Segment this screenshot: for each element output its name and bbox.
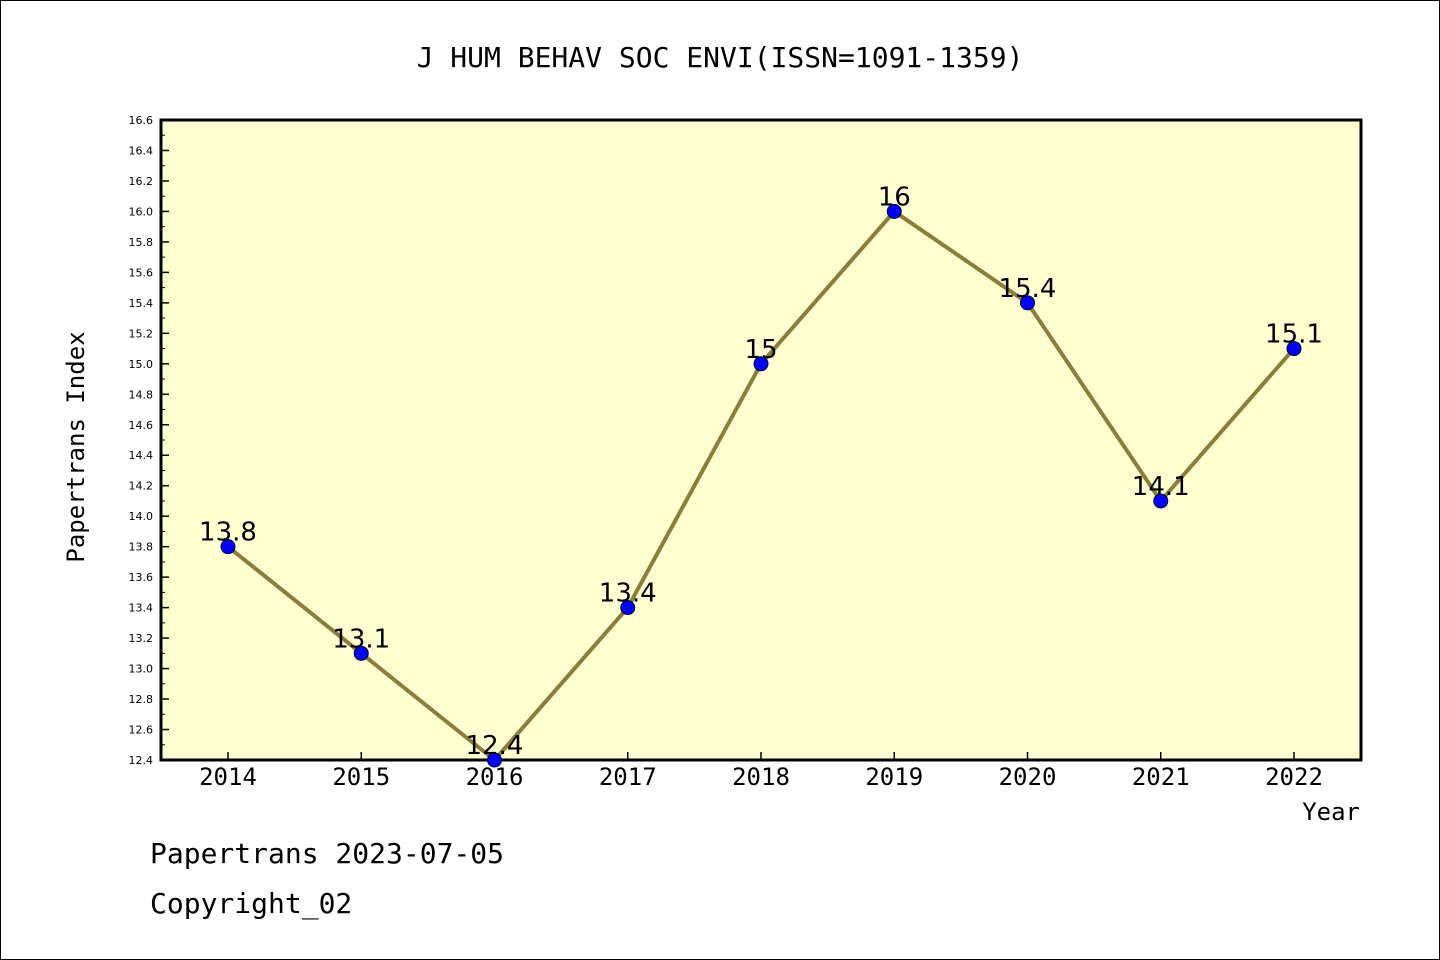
data-label: 14.1 <box>1132 472 1190 502</box>
data-point <box>1153 493 1169 509</box>
data-point <box>353 645 369 661</box>
x-tick-label: 2015 <box>332 763 390 791</box>
data-label: 15 <box>744 335 777 365</box>
y-tick-label: 14.2 <box>129 480 154 493</box>
data-label: 13.4 <box>599 579 657 609</box>
y-tick-label: 12.4 <box>129 754 154 767</box>
y-tick-label: 14.6 <box>129 419 154 432</box>
y-tick-label: 13.0 <box>129 663 154 676</box>
y-tick-label: 13.2 <box>129 632 154 645</box>
x-tick-label: 2020 <box>999 763 1057 791</box>
y-tick-label: 16.6 <box>129 114 154 127</box>
footer-copyright: Copyright_02 <box>150 887 352 921</box>
plot-area <box>159 118 1363 762</box>
y-tick-label: 15.2 <box>129 327 154 340</box>
x-tick-label: 2021 <box>1132 763 1190 791</box>
data-point <box>220 539 236 555</box>
data-point <box>487 752 502 768</box>
data-label: 15.1 <box>1265 320 1323 350</box>
y-tick-label: 16.0 <box>129 205 154 218</box>
y-tick-label: 12.8 <box>129 693 154 706</box>
x-tick-label: 2018 <box>732 763 790 791</box>
series-points <box>220 203 1302 768</box>
data-point <box>1286 341 1302 357</box>
data-label: 12.4 <box>466 731 524 761</box>
y-tick-label: 16.2 <box>129 175 154 188</box>
data-label: 15.4 <box>999 274 1057 304</box>
y-axis-label: Papertrans Index <box>62 331 90 562</box>
y-tick-label: 15.6 <box>129 266 154 279</box>
data-label: 13.8 <box>199 518 257 548</box>
y-tick-label: 14.0 <box>129 510 154 523</box>
footer-date: Papertrans 2023-07-05 <box>150 837 504 870</box>
data-point <box>753 356 769 372</box>
data-point <box>1020 295 1035 311</box>
x-tick-label: 2022 <box>1265 763 1323 791</box>
data-label: 13.1 <box>332 624 390 654</box>
data-label: 16 <box>878 182 911 212</box>
data-labels: 13.8 13.1 12.4 13.4 15 16 15.4 14.1 15.1 <box>199 182 1323 761</box>
x-tick-label: 2016 <box>466 763 524 791</box>
y-tick-label: 13.6 <box>129 571 154 584</box>
y-tick-label: 13.8 <box>129 541 154 554</box>
x-tick-label: 2019 <box>865 763 923 791</box>
y-tick-label: 14.8 <box>129 388 154 401</box>
chart-title: J HUM BEHAV SOC ENVI(ISSN=1091-1359) <box>417 41 1024 74</box>
x-axis: 2014 2015 2016 2017 2018 2019 2020 2021 2022 <box>199 752 1323 791</box>
y-tick-label: 15.8 <box>129 236 154 249</box>
x-tick-label: 2014 <box>199 763 257 791</box>
x-tick-label: 2017 <box>599 763 657 791</box>
y-tick-label: 16.4 <box>129 144 154 157</box>
y-tick-label: 15.0 <box>129 358 154 371</box>
y-tick-label: 12.6 <box>129 724 154 737</box>
x-axis-label: Year <box>1302 798 1360 826</box>
y-tick-label: 15.4 <box>129 297 154 310</box>
y-tick-label: 13.4 <box>129 602 154 615</box>
y-tick-label: 14.4 <box>129 449 154 462</box>
y-axis: 12.4 12.6 12.8 13.0 13.2 13.4 13.6 13.8 14.0 14.2… <box>129 114 169 767</box>
data-point <box>886 203 902 219</box>
data-point <box>620 600 636 616</box>
